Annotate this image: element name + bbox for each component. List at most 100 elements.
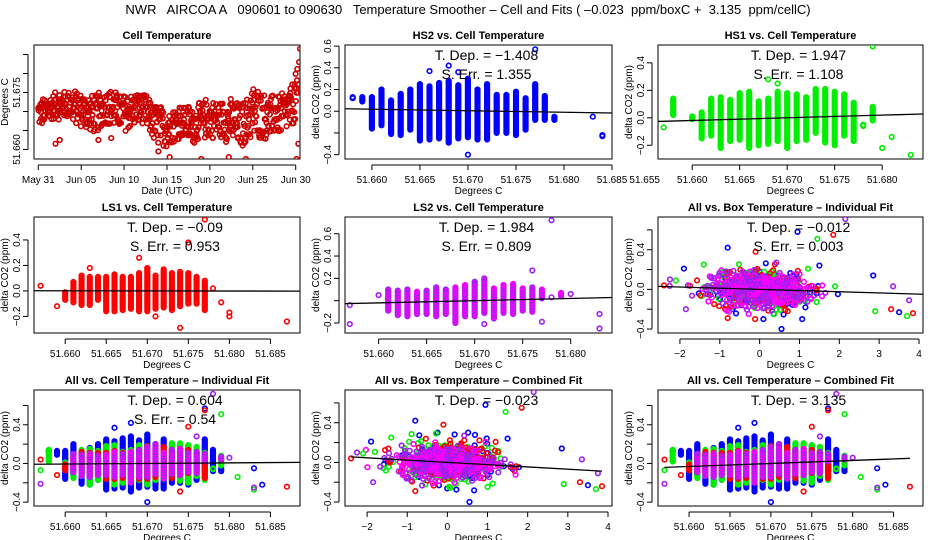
data-point (433, 284, 440, 291)
data-point (793, 91, 800, 98)
fit-line (345, 108, 612, 114)
cell-temp-point (189, 108, 196, 116)
data-point (185, 270, 192, 277)
x-tick-label: 51.660 (50, 349, 81, 360)
x-tick-label: 51.655 (629, 175, 660, 186)
figure-title: NWR AIRCOA A 090601 to 090630 Temperatur… (125, 2, 811, 17)
data-point (771, 298, 778, 305)
cell-temp-point (166, 112, 173, 120)
data-point (834, 291, 842, 298)
data-point (783, 275, 791, 282)
y-tick-label: −0.4 (323, 144, 334, 164)
x-tick-label: Jun 15 (152, 175, 182, 186)
cell-temp-point (154, 132, 161, 139)
cell-temp-point (94, 127, 102, 134)
y-tick-label: 0.2 (12, 258, 23, 272)
data-point (735, 261, 743, 268)
x-tick-label: 51.680 (555, 349, 586, 360)
cell-temp-point (194, 136, 201, 143)
outlier-point (86, 264, 93, 272)
cell-temp-outlier (198, 155, 205, 159)
cell-temp-point (261, 92, 268, 99)
panel-title: All vs. Cell Temperature – Individual Fi… (65, 375, 270, 387)
outlier-point (700, 261, 707, 268)
data-point (721, 286, 728, 294)
data-point (750, 267, 758, 274)
panel-title: HS2 vs. Cell Temperature (413, 30, 545, 42)
data-point (708, 274, 715, 282)
x-tick-label: 51.675 (173, 349, 204, 360)
data-point (776, 269, 783, 277)
cell-temp-point (97, 112, 104, 119)
cell-temp-point (235, 134, 242, 141)
x-tick-label: 51.685 (255, 522, 286, 533)
outlier-point (136, 254, 143, 261)
data-point (753, 281, 760, 288)
data-point (699, 285, 706, 292)
cell-temp-point (146, 96, 153, 103)
x-tick-label: 51.670 (132, 349, 163, 360)
x-axis-label: Degrees C (455, 360, 503, 371)
outlier-point (218, 299, 225, 306)
data-point (819, 282, 826, 289)
data-point (774, 88, 781, 95)
data-point (697, 292, 704, 299)
outlier-point (529, 267, 536, 274)
data-point (773, 306, 780, 313)
data-point (62, 289, 69, 296)
outlier-point (903, 313, 911, 320)
data-point (538, 286, 546, 293)
fit-annotation: T. Dep. = 1.984 (439, 219, 535, 235)
x-tick-label: 51.665 (411, 349, 442, 360)
cell-temp-point (242, 138, 249, 145)
cell-temp-point (81, 97, 88, 104)
x-tick-label: Jun 20 (195, 175, 225, 186)
outlier-point (752, 248, 759, 255)
data-point (741, 302, 748, 309)
data-point (777, 300, 785, 307)
cell-temp-point (227, 95, 234, 103)
data-point (809, 283, 816, 290)
data-point (359, 93, 366, 101)
plot-frame (344, 44, 613, 160)
cell-temp-point (292, 70, 299, 77)
fit-annotation: T. Dep. = −1.408 (435, 47, 539, 63)
data-point (730, 293, 738, 300)
data-point (710, 301, 718, 308)
x-axis-label: Degrees C (143, 533, 191, 540)
data-point (714, 275, 721, 283)
data-point (760, 316, 767, 323)
cell-temp-outlier (155, 148, 162, 155)
data-point (127, 433, 134, 440)
outlier-point (226, 309, 233, 316)
fit-annotation: S. Err. = 0.003 (754, 238, 844, 254)
outlier-point (185, 239, 192, 246)
data-point (442, 286, 449, 293)
fit-annotation: S. Err. = 0.809 (442, 238, 532, 254)
y-axis-label: delta CO2 (ppm) (311, 238, 322, 312)
data-point (407, 86, 414, 93)
cell-temp-point (124, 98, 131, 105)
y-axis-label: delta CO2 (ppm) (624, 238, 635, 312)
data-point (397, 90, 404, 97)
data-point (160, 266, 167, 273)
data-point (378, 86, 385, 93)
data-point (416, 80, 424, 88)
outlier-point (660, 282, 668, 289)
panel-title: All vs. Box Temperature – Individual Fit (688, 202, 894, 214)
outlier-point (778, 325, 785, 333)
cell-temp-point (292, 97, 300, 105)
cell-temp-point (266, 111, 273, 118)
data-point (103, 273, 110, 281)
data-point (86, 273, 93, 281)
outlier-point (346, 302, 353, 309)
x-tick-label: −2 (674, 349, 686, 360)
cell-temp-point (251, 127, 258, 134)
outlier-point (596, 310, 603, 318)
x-tick-label: −1 (714, 349, 726, 360)
data-point (773, 279, 781, 286)
y-tick-label: 51.675 (12, 77, 23, 108)
